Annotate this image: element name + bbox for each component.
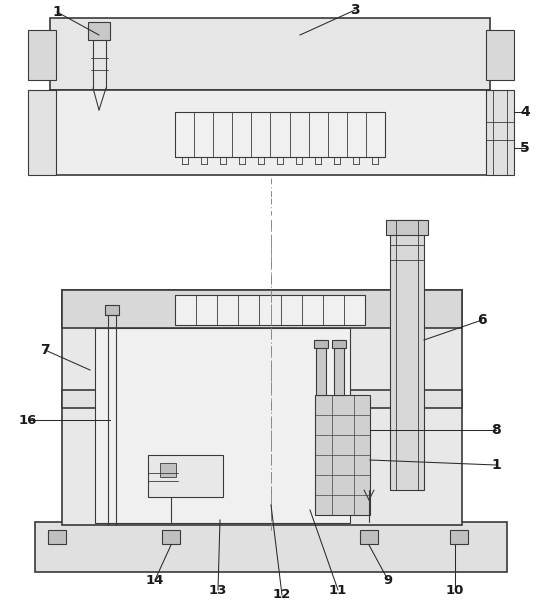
Text: 12: 12 <box>273 589 291 602</box>
Bar <box>450 530 468 544</box>
Bar <box>160 463 176 477</box>
Bar <box>334 340 344 395</box>
Bar <box>175 112 385 157</box>
Bar <box>486 30 514 80</box>
Text: 4: 4 <box>520 105 530 119</box>
Bar <box>390 220 424 490</box>
Text: 11: 11 <box>329 583 347 597</box>
Bar <box>62 290 462 525</box>
Bar <box>105 305 119 315</box>
Text: 7: 7 <box>40 343 50 357</box>
Bar <box>316 340 326 395</box>
Bar <box>50 90 490 175</box>
Bar <box>315 395 370 515</box>
Bar <box>62 390 462 408</box>
Bar <box>386 220 428 235</box>
Text: 13: 13 <box>209 583 227 597</box>
Bar <box>360 530 378 544</box>
Text: 1: 1 <box>52 5 62 19</box>
Text: 14: 14 <box>146 574 164 586</box>
Bar <box>162 530 180 544</box>
Bar <box>28 30 56 80</box>
Text: 10: 10 <box>446 583 464 597</box>
Text: 8: 8 <box>491 423 501 437</box>
Text: 1: 1 <box>491 458 501 472</box>
Bar <box>175 295 365 325</box>
Text: 6: 6 <box>477 313 487 327</box>
Text: 5: 5 <box>520 141 530 155</box>
Bar <box>148 455 223 497</box>
Text: 3: 3 <box>350 3 360 17</box>
Text: 9: 9 <box>383 574 392 586</box>
Bar <box>95 328 350 523</box>
Bar <box>486 90 514 175</box>
Bar <box>314 340 328 348</box>
Bar <box>332 340 346 348</box>
Bar <box>35 522 507 572</box>
Text: 16: 16 <box>19 413 37 427</box>
Bar <box>62 290 462 328</box>
Bar <box>48 530 66 544</box>
Bar <box>88 22 110 40</box>
Bar <box>28 90 56 175</box>
Bar <box>50 18 490 90</box>
